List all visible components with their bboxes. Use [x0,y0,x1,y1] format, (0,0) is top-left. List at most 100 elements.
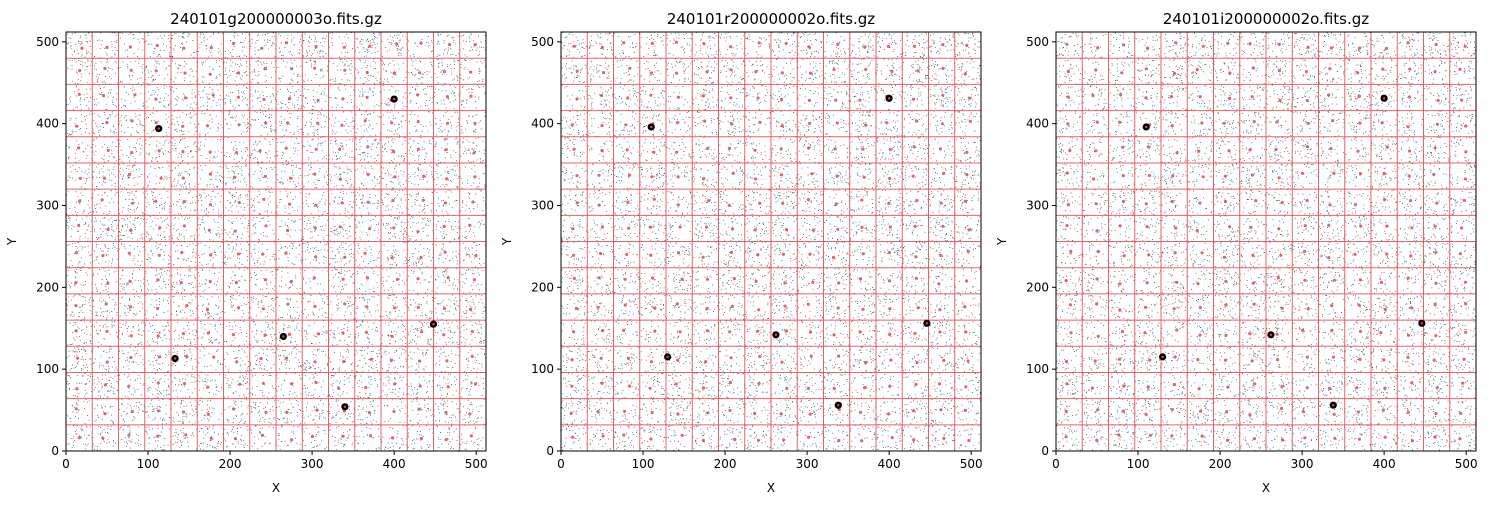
source-marker [887,412,891,416]
y-tick-label: 200 [531,280,554,294]
source-marker [1169,95,1173,99]
source-marker [208,72,212,76]
source-marker [806,302,810,306]
x-tick-label: 400 [878,457,901,471]
source-marker [1332,171,1336,175]
source-marker [784,228,789,232]
source-marker [1410,306,1414,310]
source-marker [837,281,841,285]
source-marker [469,70,473,74]
source-marker [1066,122,1070,126]
source-marker [1353,203,1357,207]
source-marker [1463,177,1468,181]
source-marker [597,173,601,177]
source-marker [701,438,706,442]
source-marker [1406,410,1410,414]
source-marker [1251,253,1255,257]
source-marker [705,70,709,74]
bright-sources [155,95,438,411]
source-marker [102,94,106,98]
source-marker [341,97,345,101]
source-marker [80,46,84,50]
source-marker [1145,225,1149,229]
source-marker [601,329,605,333]
source-marker [1385,145,1389,149]
source-marker [237,306,241,310]
source-marker [968,119,973,123]
x-tick-label: 100 [1127,457,1150,471]
source-marker [182,200,186,204]
source-marker [966,249,970,253]
source-marker [127,172,131,177]
source-marker [1435,386,1439,390]
source-marker [1253,382,1257,386]
source-marker [1069,331,1073,335]
source-marker [1382,358,1386,362]
source-marker [575,201,579,205]
source-marker [1248,42,1252,46]
source-marker [1433,224,1437,228]
source-marker [861,147,865,151]
ticks: 0 100 200 300 400 500 0 100 200 300 400 500 [1026,35,1478,471]
source-marker [1095,277,1099,281]
y-tick-label: 200 [1026,280,1049,294]
source-marker [780,360,784,364]
cell-sources [74,41,478,442]
source-marker [1436,98,1440,103]
source-marker [836,42,840,47]
x-tick-label: 500 [960,457,983,471]
source-marker [182,381,187,386]
source-marker [1410,439,1414,443]
source-marker [1066,95,1070,99]
source-marker [572,44,577,48]
source-marker [785,329,789,333]
source-marker [963,305,967,309]
source-marker [419,41,423,45]
y-tick-label: 500 [1026,35,1049,49]
source-marker [890,436,894,440]
source-marker [754,177,758,181]
source-marker [1458,67,1462,71]
source-marker [678,330,682,334]
source-marker [1275,332,1279,336]
source-marker [653,306,657,310]
source-marker [77,92,81,96]
source-marker [337,386,341,390]
source-marker [965,279,969,283]
source-marker [1068,148,1072,153]
source-marker [939,201,943,205]
source-marker [416,305,420,309]
source-marker [859,277,863,281]
source-marker [129,355,133,360]
source-marker [340,123,344,127]
source-marker [1143,331,1147,335]
source-marker [156,306,160,311]
y-tick-label: 400 [36,117,59,131]
source-marker [1433,146,1437,150]
bright-source-core [1269,333,1273,336]
source-marker [442,333,446,337]
source-marker [701,177,706,181]
source-marker [101,253,105,258]
source-marker [886,44,891,48]
source-marker [832,67,836,72]
source-marker [1276,358,1280,362]
source-marker [648,225,652,229]
y-tick-label: 100 [36,362,59,376]
source-marker [730,304,734,308]
source-marker [342,360,346,364]
source-marker [1064,435,1068,439]
source-marker [1064,409,1068,414]
source-marker [1252,120,1256,124]
source-marker [417,407,421,411]
source-marker [1434,334,1438,338]
source-marker [1383,435,1387,439]
source-marker [313,360,317,364]
source-marker [702,42,706,46]
source-marker [211,93,215,97]
source-marker [808,121,812,125]
bright-source-core [887,97,891,100]
source-marker [128,305,133,309]
source-marker [1095,302,1099,306]
